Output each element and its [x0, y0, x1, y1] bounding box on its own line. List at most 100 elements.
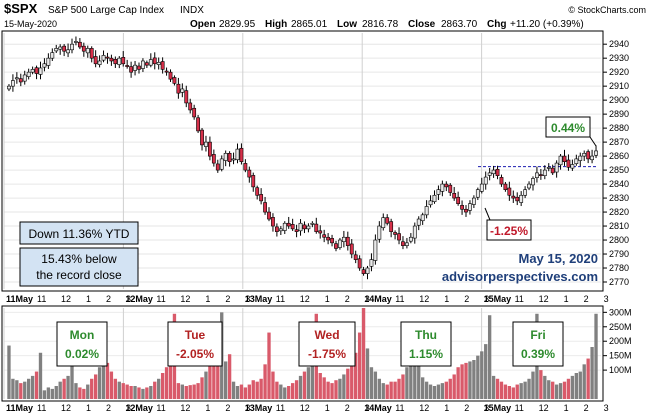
candle-body	[223, 153, 228, 161]
candle-body	[341, 236, 346, 243]
volume-bar	[231, 381, 236, 399]
candle-body	[381, 217, 386, 229]
candle-body	[345, 236, 350, 246]
candle-body	[586, 151, 591, 160]
candle-body	[137, 65, 141, 70]
index-name: S&P 500 Large Cap Index	[48, 5, 164, 16]
volume-bar	[342, 374, 346, 399]
x-tick-label-top: 3	[245, 294, 250, 304]
x-tick-label-top: 1	[325, 294, 330, 304]
candle-body	[357, 258, 362, 269]
day-name-mon: Mon	[70, 328, 95, 342]
x-tick-label-top: 12	[419, 294, 429, 304]
candle-body	[353, 254, 358, 260]
candle-body	[460, 205, 464, 210]
volume-bar	[507, 386, 512, 399]
candle-body	[397, 233, 401, 241]
candle-body	[144, 62, 149, 66]
volume-bar	[259, 378, 263, 399]
x-tick-label-bottom: 13May	[245, 403, 273, 413]
volume-bar	[424, 381, 429, 399]
price-tick-label: 2910	[609, 81, 629, 91]
x-tick-label-top: 11	[37, 294, 46, 304]
volume-bar	[283, 387, 287, 399]
candle-body	[125, 65, 130, 67]
day-value-wed: -1.75%	[308, 347, 346, 361]
x-tick-label-top: 12	[539, 294, 549, 304]
x-tick-label-top: 2	[464, 294, 469, 304]
x-tick-label-bottom: 3	[245, 403, 250, 413]
exchange: INDX	[180, 5, 204, 16]
candle-body	[50, 52, 55, 59]
volume-bar	[46, 387, 51, 399]
volume-bar	[432, 386, 437, 399]
candle-body	[211, 154, 216, 164]
volume-bar	[543, 375, 547, 399]
volume-bar	[480, 351, 484, 399]
candle-body	[239, 147, 244, 162]
volume-bar	[105, 362, 110, 399]
volume-bar	[101, 339, 106, 399]
candle-body	[519, 194, 524, 203]
volume-bar	[409, 357, 413, 399]
x-tick-label-bottom: 1	[325, 403, 330, 413]
candle-body	[180, 88, 185, 93]
price-tick-label: 2790	[609, 249, 629, 259]
candle-body	[515, 196, 520, 202]
chg-value: +11.20 (+0.39%)	[510, 19, 584, 30]
x-tick-label-bottom: 11	[37, 403, 46, 413]
candle-body	[196, 117, 200, 132]
candle-body	[294, 229, 299, 232]
x-tick-label-top: 14May	[364, 294, 392, 304]
price-tick-label: 2770	[609, 277, 629, 287]
candle-body	[393, 232, 397, 235]
candle-body	[282, 222, 287, 231]
x-tick-label-bottom: 12	[180, 403, 190, 413]
volume-bar	[452, 374, 456, 399]
volume-bar	[476, 355, 480, 399]
x-tick-label-bottom: 15May	[484, 403, 512, 413]
candle-body	[456, 196, 461, 204]
volume-tick-label: 250M	[609, 322, 632, 332]
candle-body	[306, 225, 311, 230]
x-tick-label-bottom: 11	[156, 403, 165, 413]
candle-body	[208, 141, 212, 157]
day-box-thu: Thu 1.15%	[400, 321, 452, 367]
volume-bar	[578, 371, 582, 399]
candle-body	[483, 176, 488, 185]
x-tick-label-bottom: 12May	[125, 403, 153, 413]
volume-bar	[287, 386, 291, 399]
candle-body	[156, 62, 161, 65]
volume-bar	[180, 384, 184, 399]
ytd-box	[19, 221, 139, 245]
candle-body	[550, 167, 555, 174]
candle-body	[416, 218, 421, 226]
candle-body	[11, 80, 15, 87]
candle-body	[527, 183, 531, 189]
candle-body	[558, 155, 563, 166]
volume-tick-label: 200M	[609, 336, 632, 346]
x-tick-label-top: 1	[205, 294, 210, 304]
volume-bar	[117, 381, 121, 399]
x-tick-label-bottom: 12	[61, 403, 71, 413]
candle-body	[188, 102, 193, 111]
x-tick-label-bottom: 1	[86, 403, 91, 413]
candle-body	[58, 46, 63, 50]
volume-bar	[224, 361, 228, 399]
volume-bar	[204, 371, 208, 399]
candle-body	[133, 64, 137, 71]
x-tick-label-top: 1	[564, 294, 569, 304]
candle-body	[109, 57, 114, 62]
volume-bar	[54, 386, 58, 399]
x-tick-label-bottom: 1	[444, 403, 449, 413]
volume-bar	[7, 345, 11, 399]
volume-bar	[558, 383, 563, 399]
volume-bar	[145, 387, 149, 399]
volume-bar	[499, 381, 504, 399]
volume-bar	[330, 383, 334, 399]
volume-bar	[70, 338, 74, 399]
volume-bar	[109, 371, 114, 399]
volume-bar	[137, 387, 141, 399]
day-box-wed: Wed -1.75%	[298, 321, 356, 367]
volume-bar	[15, 380, 19, 399]
